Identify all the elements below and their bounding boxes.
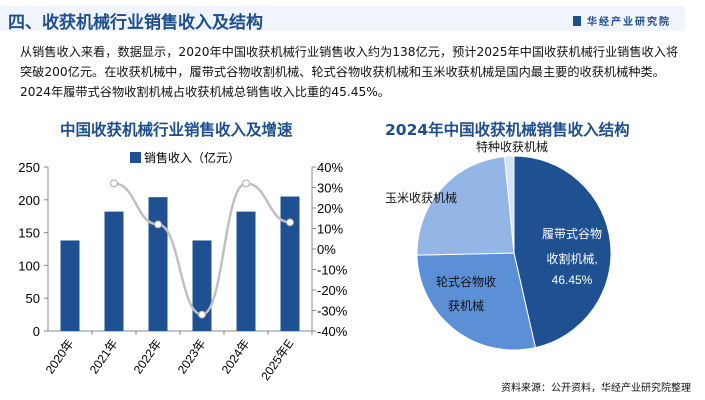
slice-label: 特种收获机械 [476,140,548,154]
x-tick-label: 2024年 [219,337,253,377]
bar-chart-title: 中国收获机械行业销售收入及增速 [60,121,293,139]
growth-point [198,310,206,319]
pie-slice [416,155,515,256]
bar [60,240,80,331]
y2-tick-label: -30% [317,304,348,319]
page-title: 四、收获机械行业销售收入及结构 [8,13,263,33]
slice-label: 履带式谷物 [542,227,602,241]
brand-name: 华经产业研究院 [587,17,671,28]
x-tick-label: 2025年E [258,337,296,383]
growth-point [242,179,250,188]
pie-chart-title: 2024年中国收获机械销售收入结构 [385,121,630,139]
x-tick-label: 2022年 [131,337,165,377]
y-tick-label: 0 [33,324,40,339]
bar [192,240,212,331]
growth-point [286,218,294,227]
bar [236,211,256,331]
y-tick-label: 100 [18,258,40,273]
pie-slice [416,252,537,351]
y2-tick-label: 20% [317,201,343,216]
y-tick-label: 250 [18,160,40,175]
y-tick-label: 150 [18,226,40,241]
bar [148,197,168,331]
y-tick-label: 50 [26,291,40,306]
growth-point [154,220,162,229]
slice-label: 获机械 [448,298,484,313]
slice-label: 收割机械, [546,251,597,266]
y2-tick-label: 10% [317,222,343,237]
legend-label: 销售收入（亿元） [144,150,240,165]
bar [104,211,124,331]
x-tick-label: 2021年 [87,337,121,377]
slice-pct: 46.45% [552,273,593,287]
legend-swatch [130,152,141,163]
pie-slice [504,155,515,254]
y2-tick-label: -40% [317,324,348,339]
y2-tick-label: -20% [317,283,348,298]
pie-slice [513,155,612,349]
brand-logo: 华经产业研究院 [573,13,671,28]
slice-label: 轮式谷物收 [436,275,496,289]
growth-point [110,179,118,188]
y-tick-label: 200 [18,193,40,208]
logo-icon [573,16,581,26]
y2-tick-label: 0% [317,242,336,257]
x-tick-label: 2023年 [175,337,209,377]
y2-tick-label: 30% [317,181,343,196]
x-tick-label: 2020年 [43,337,77,377]
source-note: 资料来源：公开资料，华经产业研究院整理 [501,383,691,394]
y2-tick-label: 40% [317,160,343,175]
title-bar: 四、收获机械行业销售收入及结构 华经产业研究院 [0,6,685,33]
description: 从销售收入来看，数据显示，2020年中国收获机械行业销售收入约为138亿元，预计… [20,45,679,99]
slice-label: 玉米收获机械 [385,190,457,205]
bar-chart: 0 50 100 150 200 250 -40% -30% -20% -10% 0% 10% 20% 3… [18,150,348,383]
y2-tick-label: -10% [317,263,348,278]
pie-chart: 履带式谷物收割机械, 46.45% 轮式谷物收获机械 玉米收获机械 特种收获机械 [385,140,612,351]
bar [280,196,300,331]
